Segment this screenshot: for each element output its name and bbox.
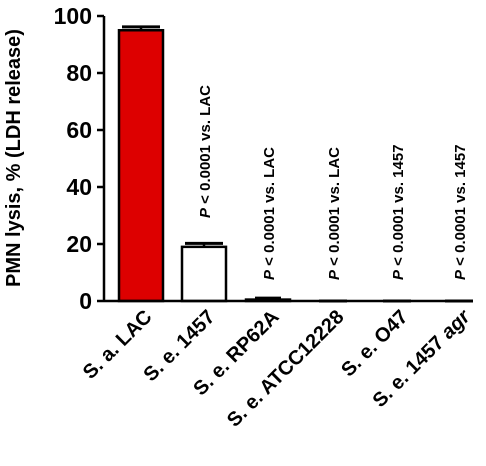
y-tick-label: 80 (66, 60, 92, 86)
y-axis-label: PMN lysis, % (LDH release) (3, 29, 25, 287)
p-value-annotation: P < 0.0001 vs. 1457 (452, 144, 469, 280)
y-tick-label: 0 (79, 288, 92, 314)
bar (117, 29, 165, 303)
p-value-annotation: P < 0.0001 vs. 1457 (390, 144, 407, 280)
y-ticks: 0 20 40 60 80 100 (54, 3, 104, 314)
annotations: P < 0.0001 vs. LAC P < 0.0001 vs. LAC P < … (197, 85, 469, 280)
y-axis-label-group: PMN lysis, % (LDH release) (3, 29, 25, 287)
p-value-annotation: P < 0.0001 vs. LAC (197, 85, 214, 218)
bar (180, 245, 228, 303)
y-tick-label: 100 (54, 3, 92, 29)
y-tick-label: 60 (66, 117, 92, 143)
y-tick-label: 40 (66, 174, 92, 200)
p-value-annotation: P < 0.0001 vs. LAC (261, 147, 278, 280)
x-tick-label: S. e. ATCC12228 (223, 306, 349, 432)
y-tick-label: 20 (66, 231, 92, 257)
error-bars (122, 25, 473, 303)
p-value-annotation: P < 0.0001 vs. LAC (326, 147, 343, 280)
